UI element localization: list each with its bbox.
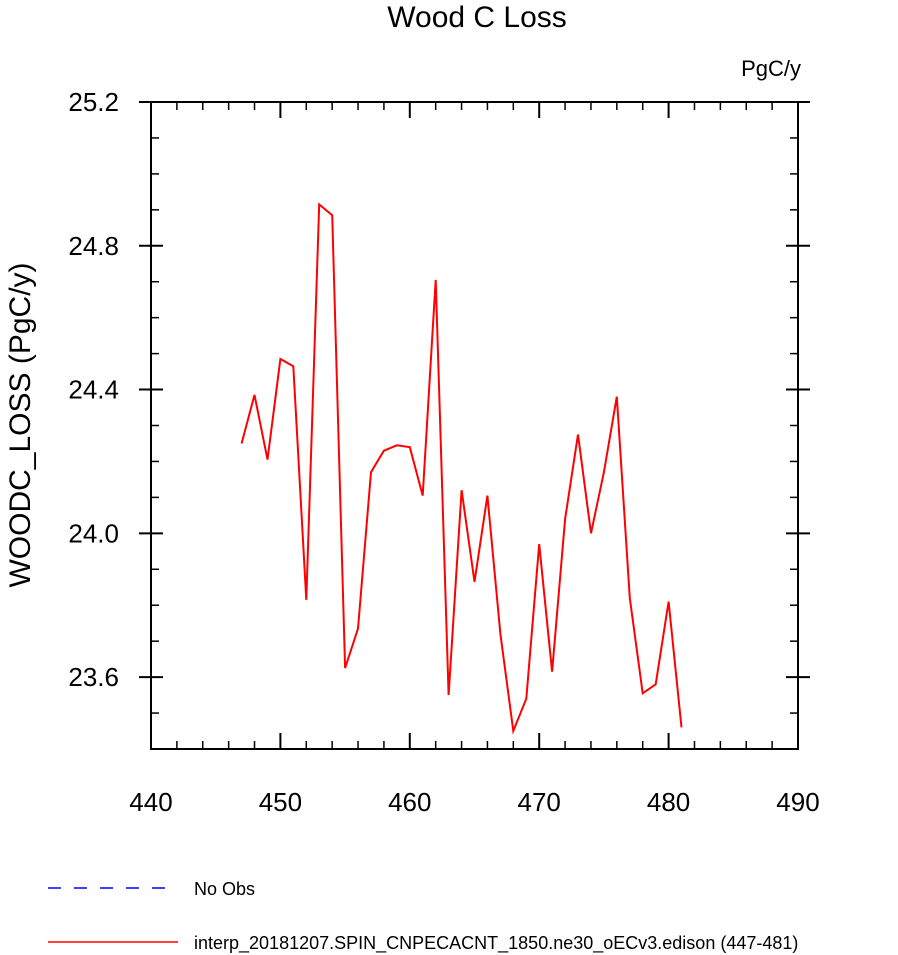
series-line — [240, 202, 683, 735]
legend-label: No Obs — [194, 879, 255, 899]
y-tick-label: 24.4 — [68, 375, 119, 405]
x-tick-label: 470 — [518, 787, 561, 817]
x-tick-label: 440 — [129, 787, 172, 817]
units-label: PgC/y — [741, 56, 801, 81]
y-tick-label: 24.0 — [68, 518, 119, 548]
axis-tick-labels: 440 450 460 470 480 490 23.6 24.0 24.4 24.8 25.2 — [68, 87, 819, 817]
axis-ticks — [139, 101, 810, 749]
y-tick-label: 25.2 — [68, 87, 119, 117]
x-tick-label: 480 — [647, 787, 690, 817]
legend-label: interp_20181207.SPIN_CNPECACNT_1850.ne30… — [194, 933, 798, 954]
x-tick-label: 450 — [259, 787, 302, 817]
y-tick-label: 23.6 — [68, 662, 119, 692]
legend: No Obs interp_20181207.SPIN_CNPECACNT_185… — [48, 879, 798, 954]
x-tick-label: 460 — [388, 787, 431, 817]
y-tick-label: 24.8 — [68, 231, 119, 261]
x-tick-label: 490 — [776, 787, 819, 817]
chart-title: Wood C Loss — [387, 1, 567, 34]
data-series — [240, 202, 683, 735]
y-axis-label: WOODC_LOSS (PgC/y) — [4, 262, 37, 587]
plot-frame — [150, 101, 799, 750]
